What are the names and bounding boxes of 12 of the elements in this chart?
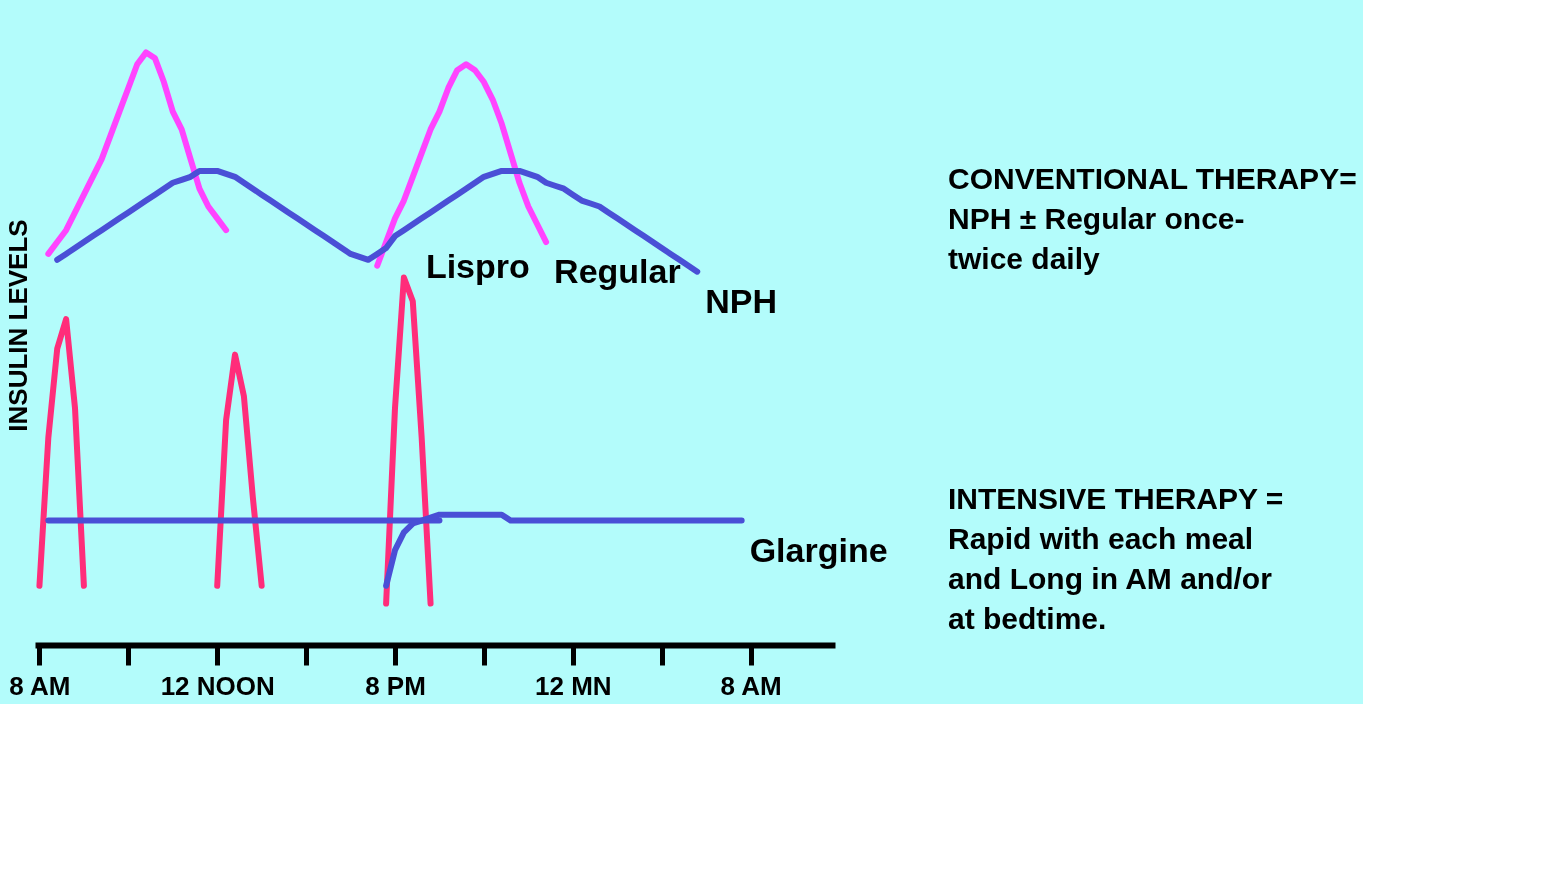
- text: INTENSIVE THERAPY = Rapid with each meal and Long in AM and/or at bedtime.: [948, 482, 1284, 635]
- x-tick-label: 8 PM: [365, 670, 426, 701]
- series-label: Lispro: [425, 246, 530, 285]
- series-label: Regular: [554, 252, 681, 291]
- text: CONVENTIONAL THERAPY= NPH ± Regular once-twice daily: [948, 162, 1357, 275]
- series-label: NPH: [705, 281, 778, 320]
- x-tick-label: 12 MN: [534, 670, 612, 701]
- series-label: Glargine: [749, 530, 888, 569]
- x-tick-label: 8 AM: [720, 670, 782, 701]
- x-tick-label: 12 NOON: [160, 670, 275, 701]
- y-axis-title: INSULIN LEVELS: [2, 219, 33, 432]
- x-tick-label: 8 AM: [9, 670, 71, 701]
